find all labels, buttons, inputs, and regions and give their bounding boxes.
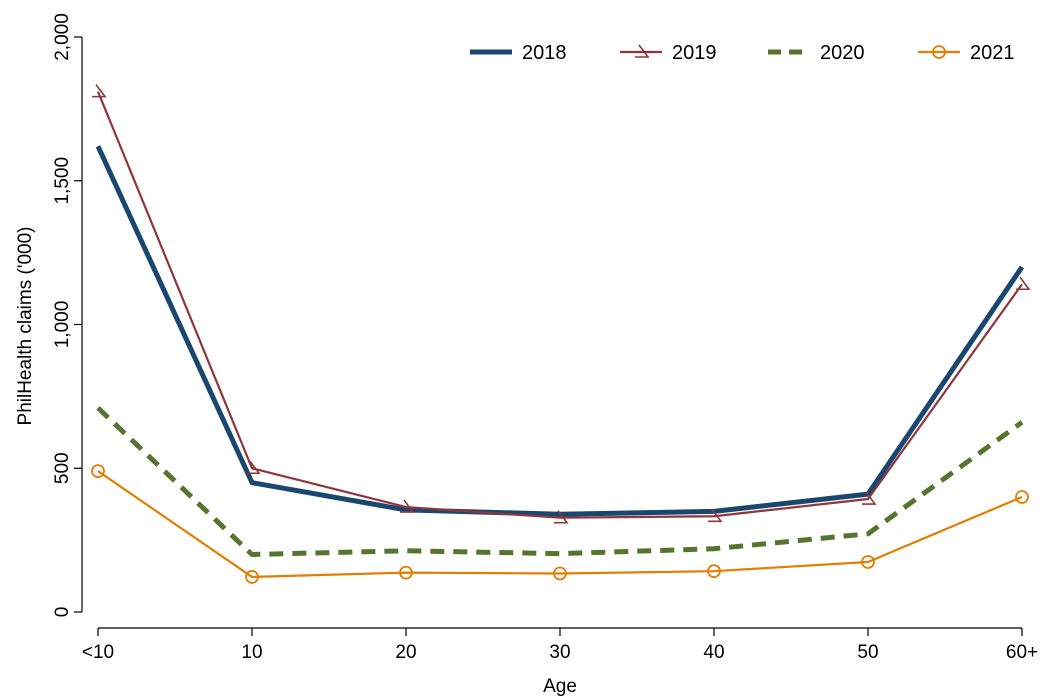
series-2021 [91, 464, 1029, 584]
series-line-2021 [97, 470, 1023, 579]
x-tick-label: 60+ [1006, 642, 1038, 663]
legend-item-2020: 2020 [768, 42, 865, 64]
legend-item-2021: 2021 [918, 42, 1015, 64]
y-tick-label: 1,500 [52, 157, 73, 205]
series-line-2019 [96, 91, 1023, 519]
y-tick-label: 500 [52, 452, 73, 484]
legend-item-2018: 2018 [470, 42, 567, 64]
series-layer [91, 84, 1031, 584]
y-tick-label: 1,000 [52, 301, 73, 349]
x-tick-label: 20 [395, 642, 416, 663]
legend-marker-2019 [635, 44, 650, 58]
axes: 0 500 1,000 1,500 2,000 <10 10 20 30 40 50 60+ [52, 13, 1038, 663]
legend: 2018 2019 2020 2021 [470, 42, 1015, 64]
series-2019 [92, 84, 1031, 524]
data-point-2021 [245, 570, 259, 584]
series-2020 [96, 406, 1024, 557]
data-point-2021 [861, 555, 875, 569]
data-point-2021 [553, 566, 567, 581]
y-tick-label: 2,000 [52, 13, 73, 61]
data-point-2021 [707, 564, 721, 579]
x-tick-label: <10 [82, 642, 114, 663]
data-point-2019 [246, 460, 261, 475]
y-tick-label: 0 [52, 607, 73, 618]
x-axis-title: Age [543, 676, 577, 697]
legend-label-2020: 2020 [820, 42, 865, 64]
x-tick-label: 10 [241, 642, 262, 663]
legend-label-2019: 2019 [672, 42, 717, 64]
legend-marker-2021 [932, 45, 946, 59]
legend-item-2019: 2019 [620, 42, 717, 64]
data-point-2021 [91, 464, 105, 479]
data-point-2019 [862, 491, 877, 505]
legend-label-2021: 2021 [970, 42, 1015, 64]
data-point-2019 [1016, 276, 1031, 291]
x-tick-label: 40 [703, 642, 724, 663]
data-point-2021 [1015, 490, 1029, 504]
data-point-2019 [708, 508, 723, 523]
x-tick-label: 30 [549, 642, 570, 663]
x-tick-label: 50 [857, 642, 878, 663]
series-line-2018 [95, 145, 1025, 517]
y-axis-title: PhilHealth claims ('000) [15, 227, 36, 426]
series-line-2020 [96, 406, 1024, 557]
data-point-2019 [554, 510, 569, 524]
legend-label-2018: 2018 [522, 42, 567, 64]
series-2018 [95, 145, 1025, 517]
data-point-2019 [92, 84, 107, 98]
data-point-2019 [400, 499, 415, 513]
data-point-2021 [399, 565, 413, 580]
